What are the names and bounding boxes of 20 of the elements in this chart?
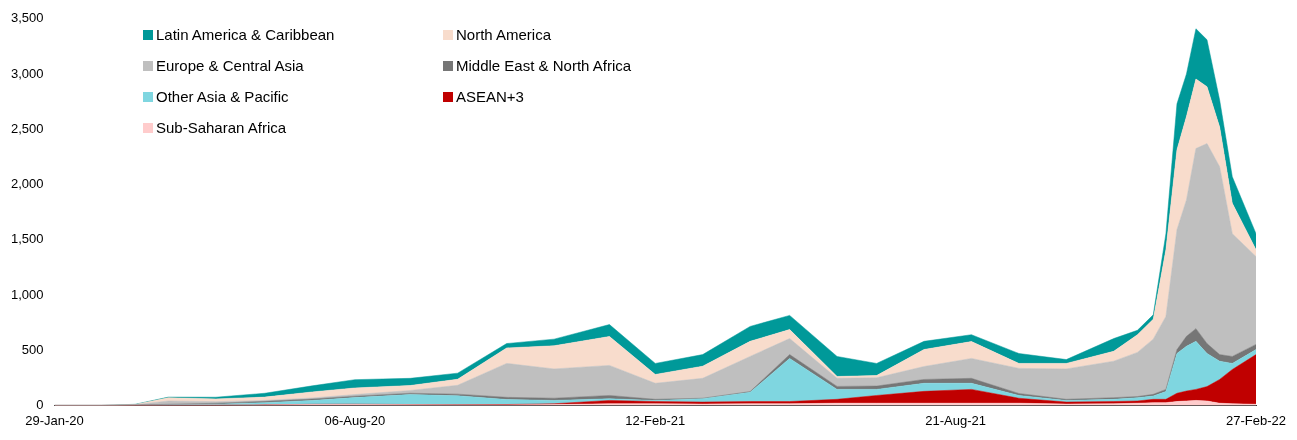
x-tick-label: 12-Feb-21: [625, 412, 686, 428]
legend-label: Latin America & Caribbean: [156, 26, 335, 43]
x-tick-label: 21-Aug-21: [925, 412, 986, 428]
y-tick-label: 1,500: [10, 231, 44, 247]
legend-label: Sub-Saharan Africa: [156, 119, 287, 136]
x-tick-label: 06-Aug-20: [324, 412, 386, 428]
legend-label: North America: [456, 26, 552, 43]
y-tick-label: 500: [21, 341, 44, 357]
y-tick-label: 3,000: [10, 65, 44, 81]
legend-label: Europe & Central Asia: [156, 57, 304, 74]
y-tick-label: 2,000: [10, 176, 44, 192]
y-tick-label: 2,500: [10, 120, 44, 136]
x-tick-label: 27-Feb-22: [1226, 412, 1286, 428]
legend-label: ASEAN+3: [456, 88, 524, 105]
y-tick-label: 3,500: [10, 10, 44, 26]
legend-label: Middle East & North Africa: [456, 57, 632, 74]
y-tick-label: 0: [36, 396, 44, 412]
x-tick-label: 29-Jan-20: [25, 412, 84, 428]
y-tick-label: 1,000: [10, 286, 44, 302]
legend-label: Other Asia & Pacific: [156, 88, 289, 105]
